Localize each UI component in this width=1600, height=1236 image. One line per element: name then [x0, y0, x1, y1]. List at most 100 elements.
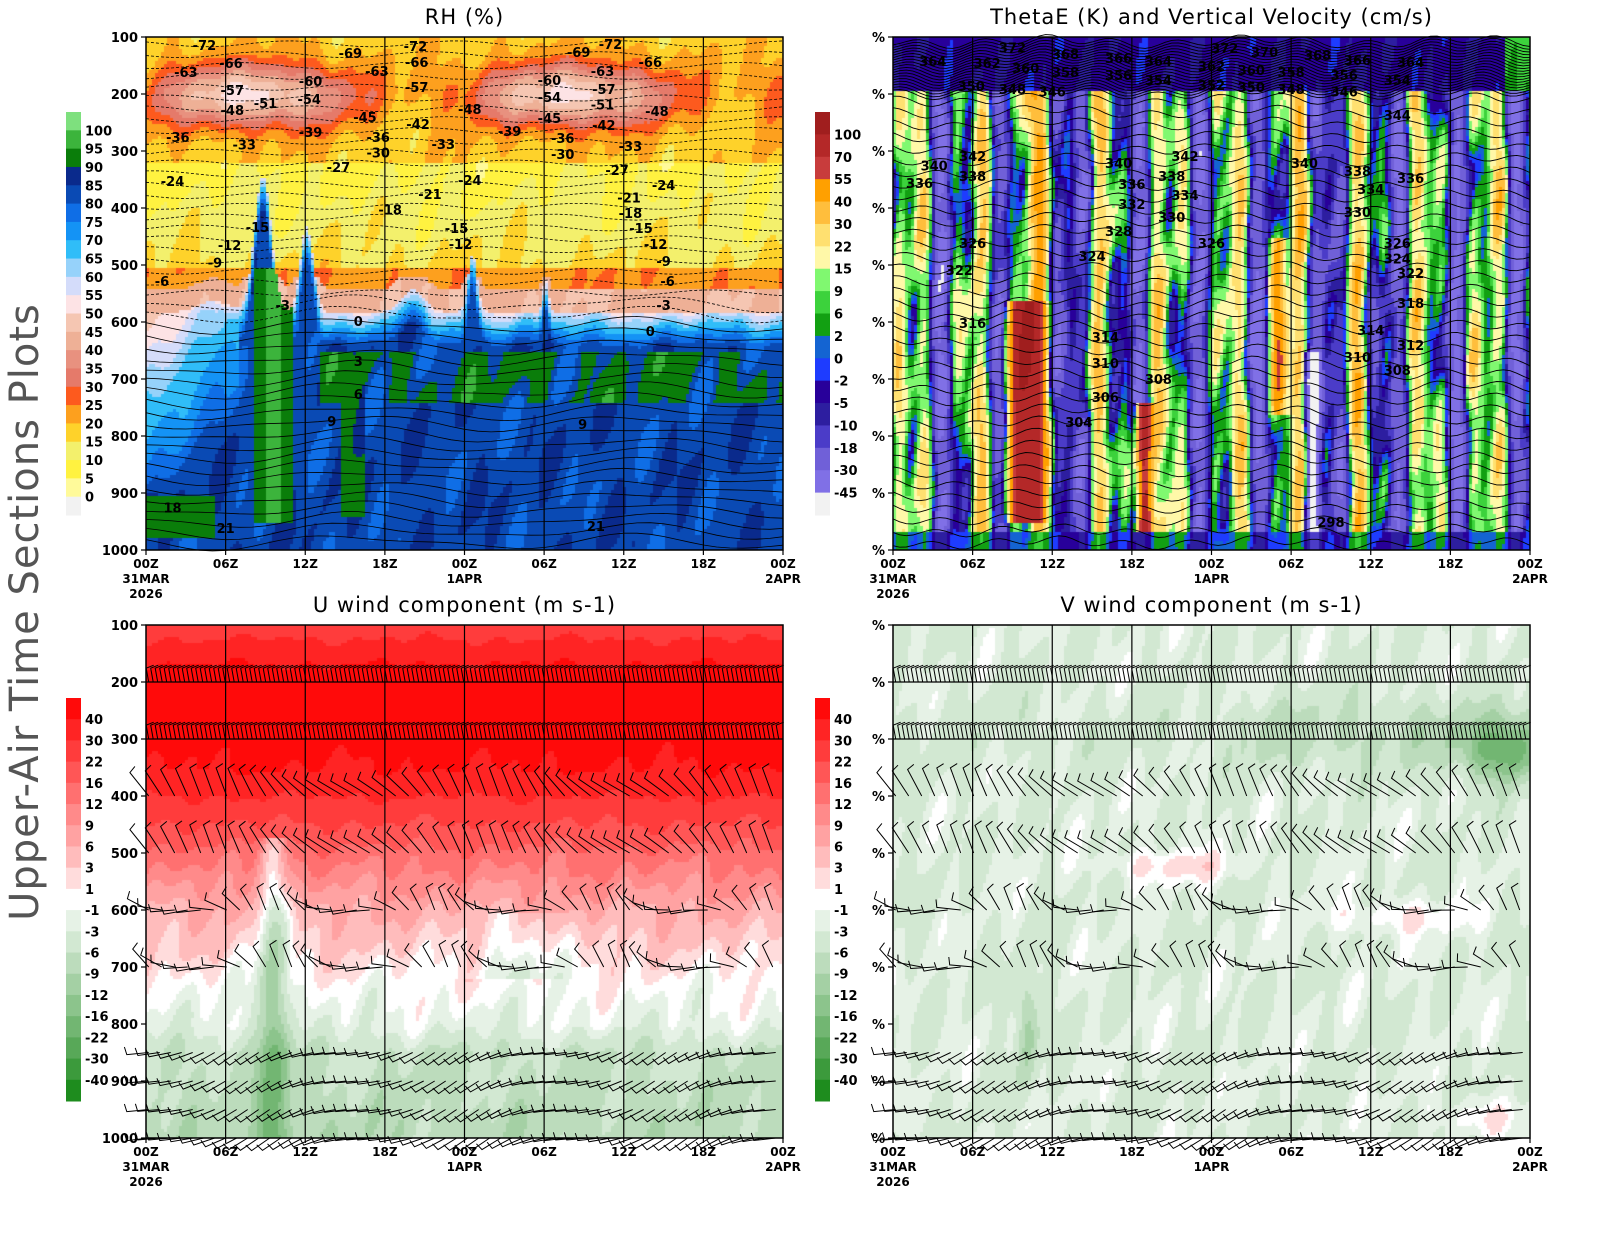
- wind-barb: [1005, 664, 1014, 683]
- wind-barb: [1079, 1132, 1105, 1142]
- wind-barb: [530, 1134, 556, 1143]
- wind-barb: [202, 820, 215, 854]
- colorbar-label: -1: [834, 904, 848, 919]
- contour-label: 18: [163, 501, 181, 516]
- wind-barb: [429, 664, 438, 683]
- wind-barb: [959, 1080, 984, 1094]
- contour-label: 306: [1092, 391, 1119, 406]
- wind-barb: [530, 1046, 556, 1055]
- wind-barb: [1332, 1107, 1358, 1116]
- wind-barb: [249, 764, 267, 797]
- wind-barb: [1451, 821, 1469, 854]
- colorbar-label: 22: [834, 756, 852, 771]
- wind-barb: [594, 882, 605, 911]
- wind-barb: [642, 901, 669, 911]
- wind-barb: [1522, 721, 1531, 740]
- wind-barb: [523, 721, 532, 740]
- wind-barb: [641, 1109, 666, 1123]
- wind-barb: [1478, 884, 1495, 911]
- wind-barb: [1014, 721, 1023, 740]
- wind-barb: [1383, 664, 1392, 683]
- wind-barb: [541, 1046, 567, 1056]
- wind-barb: [958, 1137, 984, 1149]
- wind-barb: [201, 956, 227, 968]
- contour-label: -33: [619, 140, 643, 155]
- wind-barb: [1112, 1132, 1138, 1142]
- wind-barb: [1064, 773, 1091, 797]
- colorbar-label: 30: [834, 218, 852, 233]
- wind-barb: [914, 1052, 940, 1061]
- wind-barb: [992, 1109, 1017, 1123]
- colorbar-swatch: [66, 888, 81, 911]
- wind-barb: [492, 664, 501, 683]
- wind-barb: [1390, 770, 1416, 797]
- colorbar-label: 16: [834, 777, 852, 792]
- wind-barb: [1388, 1080, 1413, 1095]
- x-tick-label: 18Z: [372, 1145, 398, 1159]
- wind-barb: [933, 962, 961, 971]
- wind-barb: [487, 721, 496, 740]
- wind-barb: [586, 664, 595, 683]
- contour-label: 308: [1145, 373, 1172, 388]
- wind-barb: [631, 721, 640, 740]
- x-tick-label: 12Z: [611, 557, 637, 571]
- wind-barb: [474, 900, 500, 911]
- wind-barb: [1145, 1052, 1171, 1065]
- wind-barb: [411, 721, 420, 740]
- wind-barb: [1225, 664, 1234, 683]
- wind-barb: [1378, 664, 1387, 683]
- chart-title: RH (%): [425, 5, 504, 29]
- wind-barb: [465, 721, 474, 740]
- wind-barb: [451, 664, 460, 683]
- wind-barb: [252, 940, 267, 968]
- isotherm-line: [145, 148, 784, 156]
- colorbar-label: -2: [834, 375, 848, 390]
- contour-label: -21: [617, 192, 641, 207]
- wind-barb: [438, 664, 447, 683]
- wind-barb: [1244, 1109, 1270, 1118]
- wind-barb: [123, 1132, 149, 1142]
- contour-label: 360: [1238, 64, 1265, 79]
- wind-barb: [1459, 721, 1468, 740]
- wind-barb: [684, 1080, 710, 1092]
- wind-barb: [921, 763, 936, 797]
- wind-barb: [627, 664, 636, 683]
- wind-barb: [1079, 1046, 1105, 1056]
- wind-barb: [1149, 664, 1158, 683]
- wind-barb: [299, 1048, 325, 1057]
- y-tick-label: 100: [111, 619, 138, 634]
- wind-barb: [721, 721, 730, 740]
- wind-barb: [1486, 1104, 1512, 1113]
- wind-barb: [1180, 664, 1189, 683]
- wind-barb: [173, 904, 201, 914]
- wind-barb: [717, 1047, 743, 1057]
- wind-barb: [402, 721, 411, 740]
- wind-barb: [343, 1047, 369, 1057]
- wind-barb: [1118, 770, 1144, 797]
- wind-barb: [757, 721, 766, 740]
- wind-barb: [145, 1076, 171, 1085]
- wind-barb: [221, 886, 241, 911]
- wind-barb: [398, 1080, 424, 1092]
- colorbar-label: 15: [834, 263, 852, 278]
- wind-barb: [901, 721, 910, 740]
- wind-barb: [1041, 721, 1050, 740]
- wind-barb: [321, 664, 330, 683]
- wind-barb: [960, 721, 969, 740]
- wind-barb: [1203, 721, 1212, 740]
- wind-barb: [585, 1080, 611, 1088]
- colorbar-label: 50: [85, 308, 103, 323]
- wind-barb: [649, 721, 658, 740]
- colorbar-label: -1: [85, 904, 99, 919]
- isotherm-line: [145, 127, 784, 134]
- contour-label: -51: [591, 98, 615, 113]
- wind-barb: [1144, 664, 1153, 683]
- wind-barb: [1279, 664, 1288, 683]
- wind-barb: [920, 963, 948, 972]
- contour-label: -9: [656, 255, 670, 270]
- wind-barb: [1509, 664, 1518, 683]
- colorbar-swatch: [66, 761, 81, 784]
- wind-barb: [596, 1109, 622, 1117]
- wind-barb: [731, 884, 748, 911]
- wind-barb: [370, 721, 379, 740]
